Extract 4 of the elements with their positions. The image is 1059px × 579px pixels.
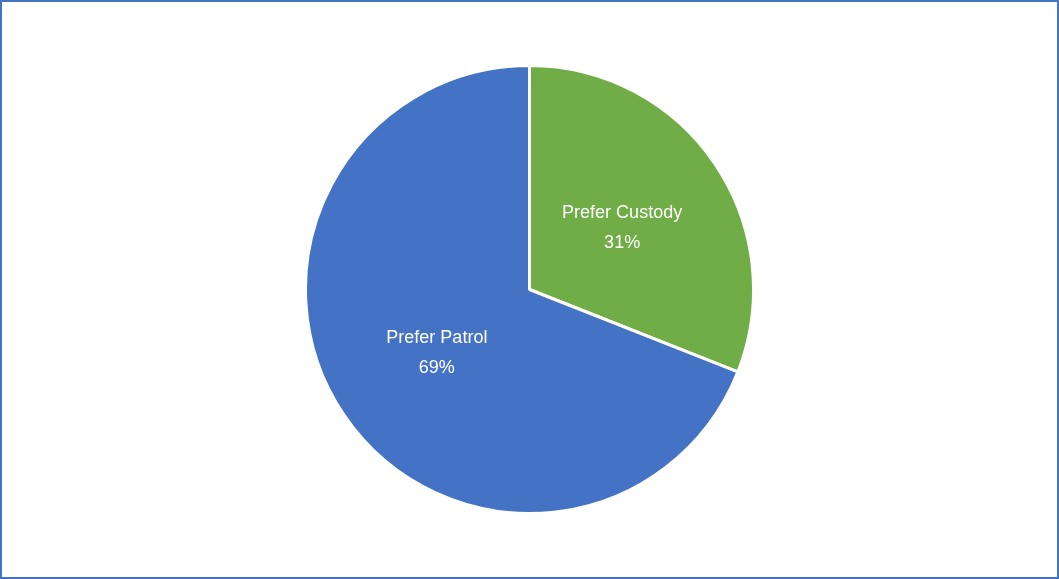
data-label: 31% bbox=[604, 231, 641, 252]
slice-label: Prefer Patrol bbox=[386, 327, 488, 348]
data-label: 69% bbox=[418, 357, 455, 378]
slice-label: Prefer Custody bbox=[562, 201, 683, 222]
